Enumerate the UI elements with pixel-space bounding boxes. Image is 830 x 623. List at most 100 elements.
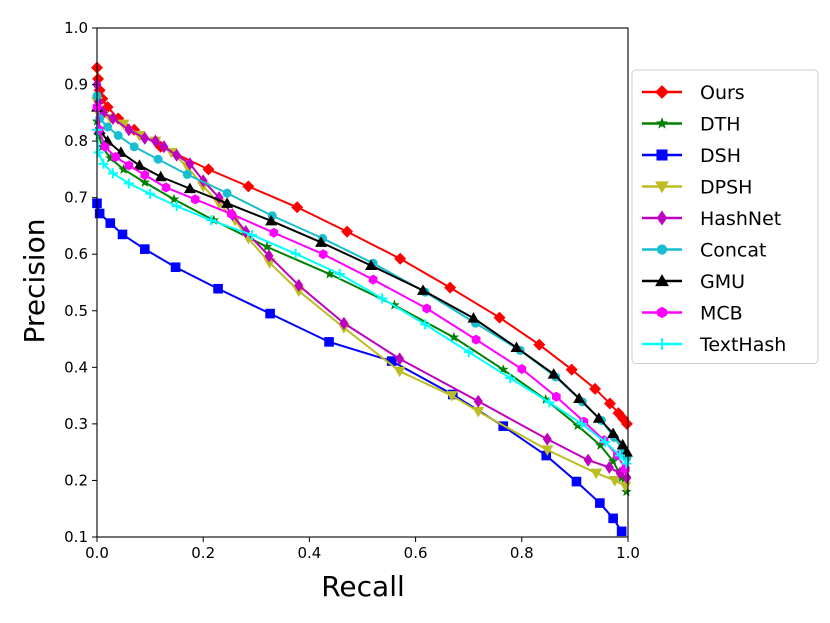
data-point-hashnet [159,140,169,154]
data-point-dth [448,331,460,342]
series-texthash [92,124,632,469]
data-point-dpsh [472,406,485,418]
data-point-texthash [420,319,431,330]
data-point-ours [493,311,506,324]
data-point-concat [103,122,113,132]
data-point-texthash [377,293,388,304]
data-point-dsh [117,229,128,240]
data-point-dpsh [393,366,406,378]
axes: 0.0 0.2 0.4 0.6 0.8 1.0 0.1 0.2 0.3 0.4 0.5 0.6 0.7 0… [64,19,640,562]
data-point-ours [341,225,354,238]
plot-frame [96,27,629,538]
data-point-mcb [318,249,328,260]
data-point-ours [533,338,546,351]
data-point-texthash [206,215,217,226]
data-point-ours [444,281,457,294]
y-tick-label: 0.6 [64,245,88,263]
y-tick-label: 0.7 [64,189,88,207]
y-tick-label: 0.8 [64,132,88,150]
y-tick-label: 0.9 [64,76,88,94]
x-axis-label: Recall [321,570,405,603]
series-hashnet [92,78,632,485]
data-point-dsh [571,476,582,487]
data-point-texthash [290,248,301,259]
data-point-mcb [422,303,432,314]
data-point-hashnet [294,278,304,292]
data-point-ours [394,252,407,265]
x-tick-label: 1.0 [616,544,640,562]
data-point-dsh [94,208,105,219]
series-concat [92,91,632,463]
data-point-hashnet [150,134,160,148]
data-point-ours [620,417,633,430]
data-point-dth [497,364,509,375]
legend-marker-concat [656,244,668,255]
legend-label-texthash: TextHash [699,334,786,356]
data-point-hashnet [604,460,614,474]
data-point-gmu [221,197,234,208]
data-point-mcb [190,194,200,205]
data-point-dsh [616,526,627,537]
x-tick-label: 0.8 [510,544,534,562]
y-tick-label: 0.3 [64,415,88,433]
series-mcb [92,102,630,475]
data-point-gmu [183,182,196,194]
data-point-texthash [463,347,474,358]
data-point-concat [113,130,123,140]
legend-item-gmu: GMU [642,271,745,293]
legend-label-dpsh: DPSH [700,177,752,199]
data-point-gmu [573,392,586,403]
data-point-texthash [600,436,611,447]
data-point-gmu [616,438,629,450]
data-point-mcb [124,160,134,171]
data-point-dth [607,455,619,466]
data-point-dpsh [608,475,621,487]
data-point-hashnet [108,111,118,125]
legend-label-dth: DTH [700,114,741,136]
data-point-mcb [161,182,171,193]
data-point-texthash [544,397,555,408]
data-point-ours [202,163,215,176]
series-dpsh [91,97,632,493]
legend-label-ours: Ours [700,82,745,104]
legend-label-concat: Concat [700,240,766,262]
data-point-hashnet [583,453,593,467]
data-point-texthash [505,373,516,384]
data-point-mcb [517,364,527,375]
data-point-hashnet [473,394,483,408]
data-point-dth [93,129,104,140]
data-point-dsh [541,450,552,461]
x-tick-label: 0.6 [404,544,428,562]
data-point-texthash [621,458,632,469]
y-axis-label: Precision [18,219,51,344]
data-point-ours [565,363,578,376]
data-point-texthash [98,158,109,169]
data-point-ours [242,180,255,193]
data-point-texthash [615,450,626,461]
y-tick-label: 0.4 [64,358,88,376]
data-point-gmu [265,214,278,226]
data-point-dth [139,176,151,187]
series-dsh [92,198,627,537]
data-point-dth [118,163,129,174]
data-point-hashnet [395,352,405,366]
legend-item-dpsh: DPSH [642,177,752,199]
data-point-dth [572,420,583,431]
y-tick-label: 1.0 [64,19,88,37]
data-point-gmu [592,412,605,423]
data-point-ours [291,201,304,214]
x-tick-label: 0.0 [85,544,109,562]
plot-area [91,61,633,537]
data-point-mcb [140,170,150,181]
data-point-gmu [620,446,633,457]
data-point-texthash [107,168,118,179]
data-point-concat [182,169,192,179]
data-point-dsh [324,337,334,347]
data-point-dpsh [541,445,554,456]
data-point-concat [222,188,232,198]
data-point-mcb [269,227,279,238]
data-point-dsh [265,308,275,319]
legend-label-dsh: DSH [700,145,741,167]
legend-item-ours: Ours [642,82,745,104]
